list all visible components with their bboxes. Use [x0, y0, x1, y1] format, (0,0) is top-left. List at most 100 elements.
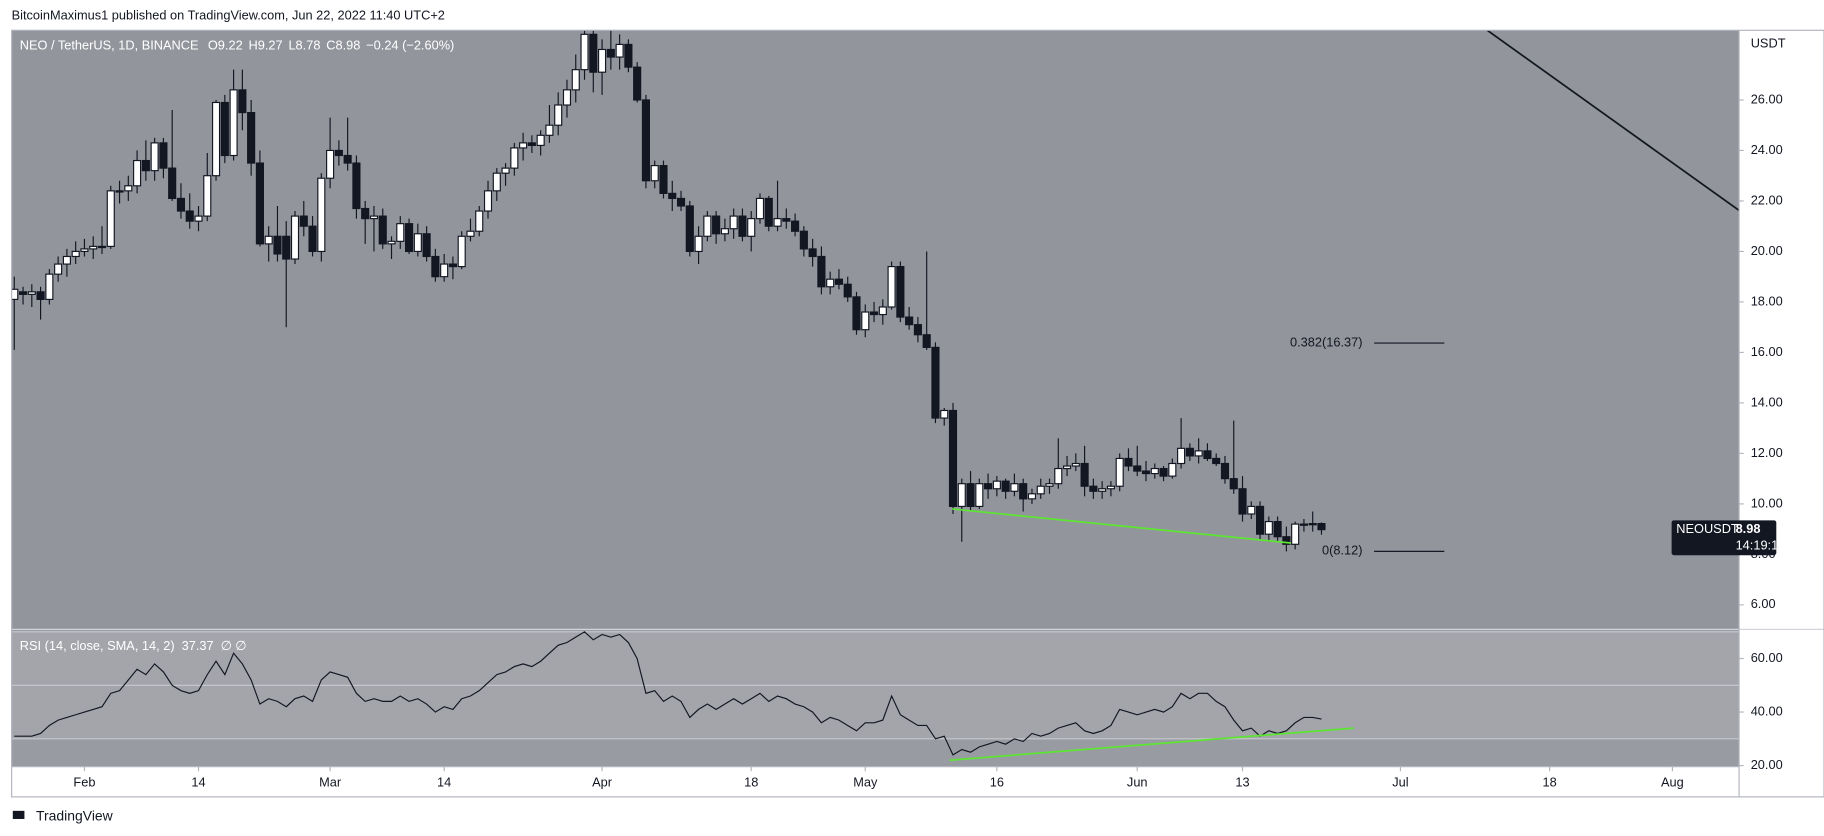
candle-body [843, 283, 852, 298]
candle-body [27, 291, 36, 295]
footer: TradingView [36, 807, 114, 823]
candle-body [580, 33, 589, 71]
candle-body [387, 240, 396, 245]
candle-body [633, 66, 642, 101]
candle-body [62, 255, 71, 265]
candle-body [483, 190, 493, 212]
candle-body [896, 266, 905, 318]
candle-body [527, 142, 536, 146]
candle-body [1124, 457, 1133, 467]
candle-body [54, 263, 63, 275]
o-value: 9.22 [218, 38, 243, 53]
candle-body [97, 245, 107, 249]
candle-body [1141, 470, 1151, 475]
candle-body [519, 142, 528, 149]
candle-body [1054, 467, 1063, 485]
candle-body [676, 197, 686, 207]
logo-mark [12, 810, 25, 819]
candle-body [1229, 478, 1238, 490]
price-tag-box [1671, 520, 1777, 556]
rsi-na: ∅ ∅ [221, 638, 247, 653]
candle-body [940, 409, 949, 419]
rsi-value: 37.37 [182, 638, 214, 653]
candle-body [1045, 483, 1054, 487]
candle-body [624, 43, 633, 68]
x-tick-label: Apr [592, 774, 613, 789]
candle-body [992, 480, 1001, 490]
candle-body [1010, 483, 1019, 492]
candle-body [168, 167, 177, 200]
candle-body [615, 43, 624, 58]
candle-body [1168, 462, 1177, 477]
candle-body [1062, 465, 1072, 470]
x-tick-label: Mar [319, 774, 342, 789]
candle-body [238, 89, 247, 114]
rsi-trendline [949, 727, 1355, 762]
x-tick-label: Jun [1127, 774, 1148, 789]
x-tick-label: 14 [437, 774, 451, 789]
candle-body [685, 205, 694, 253]
y-tick-label: 10.00 [1751, 495, 1783, 510]
price-pane [11, 30, 1740, 630]
candle-body [1133, 465, 1142, 472]
candle-body [852, 296, 861, 331]
candle-body [220, 101, 229, 157]
price-tag-value: 8.98 [1736, 521, 1761, 536]
price-tag-ticker: NEOUSDT [1676, 521, 1739, 536]
candle-body [536, 134, 545, 146]
candle-body [396, 223, 405, 242]
candle-body [247, 112, 256, 164]
candle-body [317, 177, 326, 253]
y-tick-label: 24.00 [1751, 142, 1783, 157]
candle-body [773, 218, 782, 227]
candle-body [861, 311, 870, 331]
header: BitcoinMaximus1 published on TradingView… [12, 8, 445, 23]
candle-body [1080, 462, 1089, 487]
candle-body [141, 159, 150, 172]
rsi-title: RSI (14, close, SMA, 14, 2) [20, 638, 175, 653]
trendline [1486, 30, 1740, 212]
candle-body [1159, 467, 1168, 477]
candle-body [229, 89, 238, 157]
candle-body [913, 324, 922, 336]
candle-body [562, 89, 572, 106]
candle-body [299, 215, 308, 227]
candle-body [597, 48, 607, 73]
candle-body [255, 162, 264, 245]
candle-body [1071, 462, 1080, 467]
x-tick-label: 14 [191, 774, 205, 789]
candle-body [668, 192, 677, 200]
candle-body [1264, 520, 1273, 535]
fib-label: 0(8.12) [1322, 543, 1363, 558]
candle-body [922, 334, 931, 348]
candle-body [1238, 488, 1247, 515]
candle-body [475, 210, 484, 232]
candle-body [1308, 523, 1317, 526]
candle-body [334, 149, 343, 157]
rsi-line [14, 631, 1322, 756]
trendline [952, 508, 1291, 544]
candle-body [975, 483, 984, 508]
candle-body [352, 162, 361, 210]
candle-body [1291, 523, 1300, 545]
price-tag-countdown: 14:19:13 [1736, 537, 1786, 552]
candle-body [834, 278, 844, 285]
candle-body [440, 263, 449, 278]
candle-body [1220, 462, 1230, 480]
frame [11, 29, 1824, 798]
candle-body [755, 197, 765, 220]
candle-body [720, 228, 729, 235]
candle-body [211, 101, 221, 177]
candle-body [18, 291, 28, 295]
candle-body [589, 33, 598, 73]
candle-body [106, 190, 115, 247]
y-tick-label: 6.00 [1751, 596, 1776, 611]
candle-body [1115, 457, 1124, 487]
candle-body [703, 215, 712, 237]
candle-body [71, 250, 80, 258]
candle-body [1027, 493, 1037, 500]
candle-body [729, 215, 738, 230]
candle-body [1019, 483, 1028, 500]
candle-body [799, 230, 808, 250]
